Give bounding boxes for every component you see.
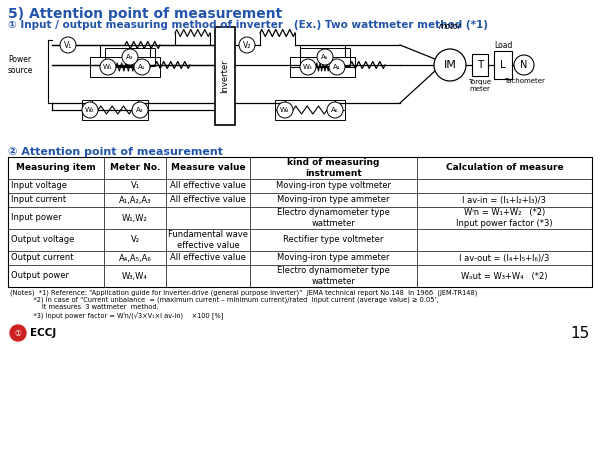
Bar xyxy=(215,27,235,125)
Text: ② Attention point of measurement: ② Attention point of measurement xyxy=(8,147,223,157)
Circle shape xyxy=(122,49,138,65)
Text: A₁: A₁ xyxy=(138,64,146,70)
Text: V₁: V₁ xyxy=(64,40,72,50)
Text: All effective value: All effective value xyxy=(170,195,246,204)
Text: W₁: W₁ xyxy=(103,64,113,70)
Text: Rectifier type voltmeter: Rectifier type voltmeter xyxy=(283,235,384,244)
Text: Fundamental wave
effective value: Fundamental wave effective value xyxy=(168,230,248,250)
Text: Input power: Input power xyxy=(11,213,62,222)
Circle shape xyxy=(329,59,345,75)
Circle shape xyxy=(10,325,26,341)
Text: Power
source: Power source xyxy=(8,55,34,75)
Circle shape xyxy=(514,55,534,75)
Text: Wᴵn = W₁+W₂   (*2)
Input power factor (*3): Wᴵn = W₁+W₂ (*2) Input power factor (*3) xyxy=(456,208,553,228)
Text: W₂: W₂ xyxy=(85,107,95,113)
Text: *2) In case of “Current unbalance  = (maximum current – minimum current)/rated  : *2) In case of “Current unbalance = (max… xyxy=(10,297,439,303)
Bar xyxy=(90,57,160,77)
Text: W₃: W₃ xyxy=(303,64,313,70)
Bar xyxy=(275,100,345,120)
Bar xyxy=(472,54,488,76)
Circle shape xyxy=(277,102,293,118)
Text: A₄: A₄ xyxy=(333,64,341,70)
Circle shape xyxy=(239,37,255,53)
Circle shape xyxy=(317,49,333,65)
Circle shape xyxy=(434,49,466,81)
Text: 5) Attention point of measurement: 5) Attention point of measurement xyxy=(8,7,282,21)
Text: N: N xyxy=(520,60,527,70)
Bar xyxy=(300,48,350,66)
Text: kind of measuring
instrument: kind of measuring instrument xyxy=(287,158,380,178)
Text: T: T xyxy=(477,60,483,70)
Text: Electro dynamometer type
wattmeter: Electro dynamometer type wattmeter xyxy=(277,208,390,228)
Text: Torque
meter: Torque meter xyxy=(469,79,491,92)
Text: A₅: A₅ xyxy=(321,54,329,60)
Text: ①: ① xyxy=(14,328,22,338)
Text: 15: 15 xyxy=(571,325,590,341)
Circle shape xyxy=(300,59,316,75)
Text: All effective value: All effective value xyxy=(170,253,246,262)
Text: W₃,W₄: W₃,W₄ xyxy=(122,271,148,280)
Text: Output current: Output current xyxy=(11,253,74,262)
Text: ① Input / output measuring method of inverter   (Ex.) Two wattmeter method (*1): ① Input / output measuring method of inv… xyxy=(8,20,488,30)
Text: Inverter: Inverter xyxy=(221,59,229,93)
Text: *3) Input power factor = Wᴵn/(√3×V₁×I av-in)    ×100 [%]: *3) Input power factor = Wᴵn/(√3×V₁×I av… xyxy=(10,311,223,319)
Text: A₃: A₃ xyxy=(136,107,144,113)
Text: Output voltage: Output voltage xyxy=(11,235,74,244)
Text: W₁,W₂: W₁,W₂ xyxy=(122,213,148,222)
Text: A₂: A₂ xyxy=(126,54,134,60)
Text: W₄: W₄ xyxy=(280,107,290,113)
Text: A₄,A₅,A₆: A₄,A₅,A₆ xyxy=(119,253,151,262)
Text: Load: Load xyxy=(494,41,512,50)
Bar xyxy=(494,51,512,79)
Text: A₁,A₂,A₃: A₁,A₂,A₃ xyxy=(119,195,151,204)
Text: Moving-iron type voltmeter: Moving-iron type voltmeter xyxy=(276,181,391,190)
Text: V₂: V₂ xyxy=(243,40,251,50)
Text: IM: IM xyxy=(443,60,457,70)
Text: Input voltage: Input voltage xyxy=(11,181,67,190)
Text: Output power: Output power xyxy=(11,271,69,280)
Circle shape xyxy=(134,59,150,75)
Circle shape xyxy=(82,102,98,118)
Text: Measure value: Measure value xyxy=(171,163,245,172)
Text: It measures  3 wattmeter  method.: It measures 3 wattmeter method. xyxy=(10,304,159,310)
Text: Tachometer: Tachometer xyxy=(503,78,544,84)
Circle shape xyxy=(60,37,76,53)
Text: I av-in = (I₁+I₂+I₃)/3: I av-in = (I₁+I₂+I₃)/3 xyxy=(463,195,547,204)
Text: Meter No.: Meter No. xyxy=(110,163,160,172)
Text: V₁: V₁ xyxy=(130,181,140,190)
Text: L: L xyxy=(500,60,506,70)
Text: Wₒut = W₃+W₄   (*2): Wₒut = W₃+W₄ (*2) xyxy=(461,271,548,280)
Circle shape xyxy=(100,59,116,75)
Circle shape xyxy=(132,102,148,118)
Text: Moving-iron type ammeter: Moving-iron type ammeter xyxy=(277,195,390,204)
Bar xyxy=(82,100,148,120)
Circle shape xyxy=(327,102,343,118)
Bar xyxy=(290,57,355,77)
Text: All effective value: All effective value xyxy=(170,181,246,190)
Text: Input current: Input current xyxy=(11,195,66,204)
Bar xyxy=(8,157,592,287)
Text: motor: motor xyxy=(439,22,461,31)
Text: I av-out = (I₄+I₅+I₆)/3: I av-out = (I₄+I₅+I₆)/3 xyxy=(459,253,550,262)
Text: Electro dynamometer type
wattmeter: Electro dynamometer type wattmeter xyxy=(277,266,390,286)
Text: ECCJ: ECCJ xyxy=(30,328,56,338)
Text: Calculation of measure: Calculation of measure xyxy=(446,163,563,172)
Text: V₂: V₂ xyxy=(131,235,140,244)
Text: (Notes)  *1) Reference: “Application guide for Inverter-drive (general purpose I: (Notes) *1) Reference: “Application guid… xyxy=(10,289,478,296)
Text: A₆: A₆ xyxy=(331,107,339,113)
Text: Moving-iron type ammeter: Moving-iron type ammeter xyxy=(277,253,390,262)
Bar xyxy=(105,48,155,66)
Text: Measuring item: Measuring item xyxy=(16,163,96,172)
